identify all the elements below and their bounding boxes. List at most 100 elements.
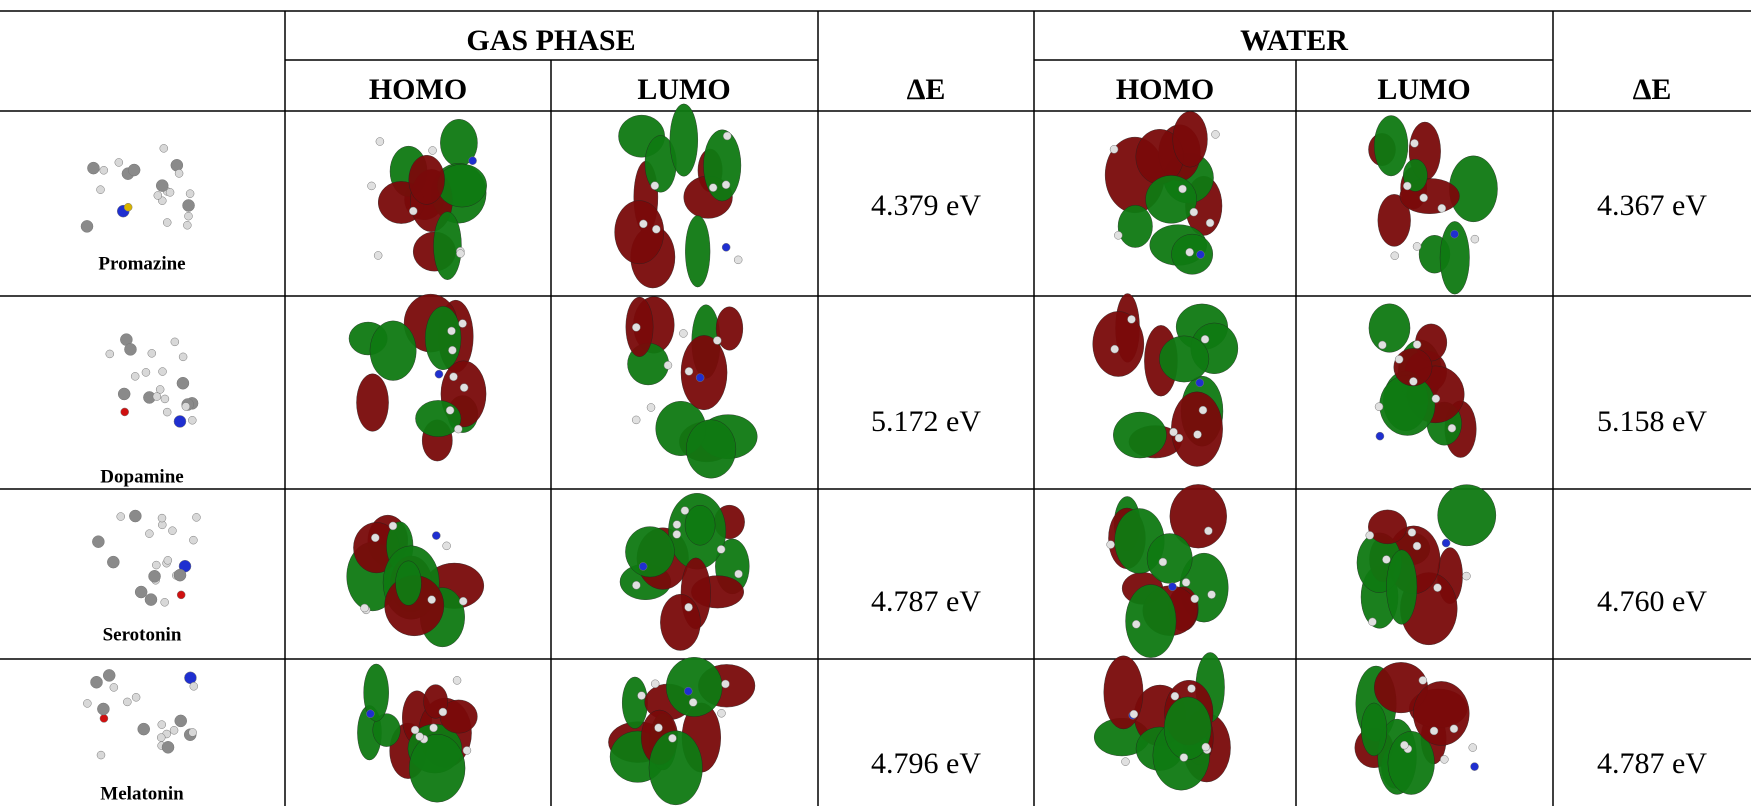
atom: [374, 251, 382, 259]
atom: [177, 377, 189, 389]
atom: [1430, 727, 1438, 735]
molecule-name: Promazine: [98, 253, 185, 274]
atom: [135, 586, 147, 598]
atom: [685, 367, 693, 375]
atom: [1408, 528, 1416, 536]
atom: [1375, 403, 1383, 411]
atom: [158, 514, 166, 522]
atom: [651, 182, 659, 190]
atom: [158, 721, 166, 729]
atom: [1471, 235, 1479, 243]
atom: [152, 561, 160, 569]
atom: [179, 353, 187, 361]
atom: [1204, 527, 1212, 535]
atom: [1211, 130, 1219, 138]
atom: [154, 191, 162, 199]
atom: [159, 368, 167, 376]
atom: [145, 594, 157, 606]
atom: [679, 329, 687, 337]
atom: [164, 556, 172, 564]
atom: [117, 513, 125, 521]
atom: [453, 676, 461, 684]
atom: [409, 207, 417, 215]
atom: [446, 406, 454, 414]
column-header: LUMO: [1377, 73, 1470, 106]
orbital-image: [608, 657, 755, 805]
orbital-lobe: [1361, 703, 1387, 756]
atom: [456, 250, 464, 258]
group-header: WATER: [1240, 24, 1348, 57]
atom: [103, 669, 115, 681]
molecule-image: [83, 669, 197, 759]
atom: [1110, 145, 1118, 153]
atom: [1191, 595, 1199, 603]
atom: [1376, 432, 1384, 440]
atom: [439, 708, 447, 716]
orbital-lobe: [666, 657, 722, 716]
atom: [361, 604, 369, 612]
atom: [174, 415, 186, 427]
delta-e: 5.172 eV: [871, 405, 981, 438]
atom: [189, 536, 197, 544]
orbital-lobe: [396, 561, 422, 606]
atom: [138, 723, 150, 735]
atom: [132, 693, 140, 701]
atom: [1128, 315, 1136, 323]
orbital-image: [1357, 485, 1496, 645]
atom: [632, 416, 640, 424]
orbital-lobe: [685, 215, 710, 287]
orbital-image: [1094, 652, 1230, 790]
atom: [149, 570, 161, 582]
atom: [1187, 685, 1195, 693]
atom: [162, 741, 174, 753]
orbital-lobe: [703, 130, 740, 201]
atom: [1432, 395, 1440, 403]
orbital-image: [1355, 662, 1479, 794]
atom: [668, 734, 676, 742]
atom: [713, 336, 721, 344]
atom: [1121, 758, 1129, 766]
atom: [166, 188, 174, 196]
atom: [123, 698, 131, 706]
atom: [100, 166, 108, 174]
atom: [97, 703, 109, 715]
atom: [97, 751, 105, 759]
orbital-image: [1107, 484, 1229, 657]
orbital-image: [368, 119, 487, 279]
atom: [717, 709, 725, 717]
orbital-image: [357, 664, 477, 802]
atom: [87, 162, 99, 174]
atom: [639, 220, 647, 228]
orbital-lobe: [425, 306, 461, 369]
atom: [142, 368, 150, 376]
atom: [1442, 539, 1450, 547]
atom: [368, 182, 376, 190]
orbital-lobe: [1171, 392, 1222, 467]
atom: [1201, 335, 1209, 343]
atom: [1471, 763, 1479, 771]
atom: [1190, 208, 1198, 216]
orbital-image: [626, 297, 757, 479]
orbital-lobe: [1104, 656, 1143, 729]
atom: [118, 388, 130, 400]
atom: [177, 591, 185, 599]
atom: [129, 510, 141, 522]
atom: [448, 327, 456, 335]
atom: [171, 159, 183, 171]
atom: [681, 507, 689, 515]
atom: [1206, 219, 1214, 227]
orbital-image: [347, 515, 484, 647]
orbital-lobe: [1438, 485, 1496, 546]
atom: [184, 672, 196, 684]
atom: [1182, 578, 1190, 586]
atom: [192, 513, 200, 521]
atom: [1451, 230, 1459, 238]
atom: [175, 169, 183, 177]
atom: [97, 186, 105, 194]
atom: [175, 715, 187, 727]
atom: [639, 562, 647, 570]
orbital-lobe: [1369, 304, 1410, 353]
orbital-lobe: [1374, 116, 1408, 176]
atom: [1202, 743, 1210, 751]
atom: [443, 542, 451, 550]
